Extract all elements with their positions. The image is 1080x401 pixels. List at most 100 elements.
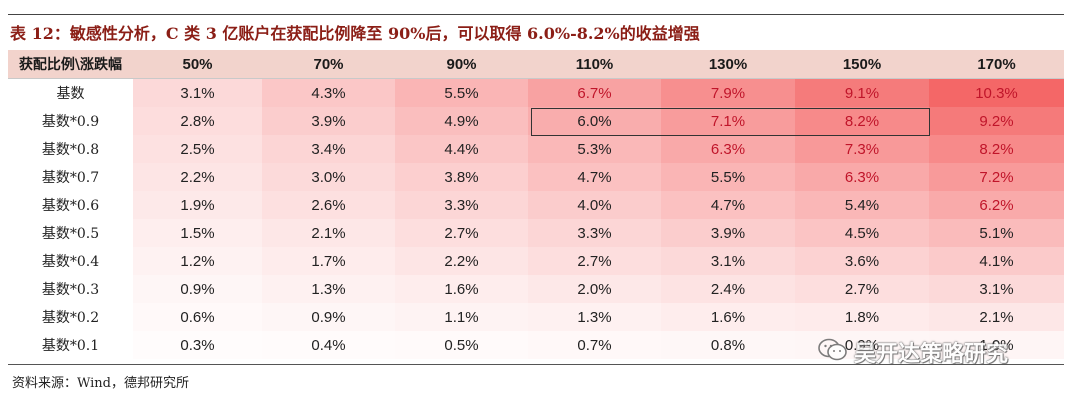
- table-cell: 0.8%: [661, 331, 795, 359]
- table-cell: 3.3%: [395, 191, 528, 219]
- table-cell: 3.1%: [661, 247, 795, 275]
- table-cell: 2.1%: [262, 219, 395, 247]
- table-cell: 1.8%: [795, 303, 929, 331]
- header-row: 获配比例\涨跌幅 50% 70% 90% 110% 130% 150% 170%: [8, 50, 1064, 79]
- table-cell: 3.9%: [661, 219, 795, 247]
- row-label: 基数*0.2: [41, 310, 100, 326]
- table-cell: 4.4%: [395, 135, 528, 163]
- table-cell: 3.4%: [262, 135, 395, 163]
- row-label: 基数: [56, 86, 85, 102]
- table-cell: 0.9%: [262, 303, 395, 331]
- table-cell: 0.3%: [133, 331, 262, 359]
- table-cell: 2.7%: [395, 219, 528, 247]
- table-cell: 2.4%: [661, 275, 795, 303]
- table-cell: 0.4%: [262, 331, 395, 359]
- column-header: 150%: [795, 50, 929, 79]
- row-label: 基数*0.4: [41, 254, 100, 270]
- table-cell: 5.1%: [929, 219, 1064, 247]
- table-cell: 3.6%: [795, 247, 929, 275]
- table-cell: 5.3%: [528, 135, 661, 163]
- table-cell: 4.7%: [528, 163, 661, 191]
- table-row: 基数 3.1% 4.3% 5.5% 6.7% 7.9% 9.1% 10.3%: [8, 78, 1064, 107]
- table-cell: 1.7%: [262, 247, 395, 275]
- table-cell: 2.2%: [133, 163, 262, 191]
- column-header: 90%: [395, 50, 528, 79]
- table-cell: 4.3%: [262, 78, 395, 107]
- bottom-rule: [8, 364, 1064, 365]
- table-cell: 1.9%: [133, 191, 262, 219]
- table-cell: 1.5%: [133, 219, 262, 247]
- table-cell: 4.1%: [929, 247, 1064, 275]
- table-body: 基数 3.1% 4.3% 5.5% 6.7% 7.9% 9.1% 10.3% 基数*0.9 2.8…: [8, 78, 1064, 359]
- table-cell: 3.8%: [395, 163, 528, 191]
- row-label: 基数*0.6: [41, 198, 100, 214]
- table-cell: 3.0%: [262, 163, 395, 191]
- corner-header: 获配比例\涨跌幅: [8, 50, 133, 79]
- table-cell: 4.7%: [661, 191, 795, 219]
- source-note: 资料来源：Wind，德邦研究所: [12, 376, 189, 391]
- row-label: 基数*0.3: [41, 282, 100, 298]
- column-header: 50%: [133, 50, 262, 79]
- table-cell: 5.4%: [795, 191, 929, 219]
- row-label: 基数*0.8: [41, 142, 100, 158]
- table-cell: 7.9%: [661, 78, 795, 107]
- table-cell: 3.9%: [262, 107, 395, 135]
- table-cell: 6.3%: [661, 135, 795, 163]
- table-cell: 2.7%: [528, 247, 661, 275]
- watermark: 吴开达策略研究: [818, 336, 1008, 368]
- table-cell: 3.1%: [133, 78, 262, 107]
- sensitivity-table-wrap: 获配比例\涨跌幅 50% 70% 90% 110% 130% 150% 170% 基数 3.1…: [8, 50, 1064, 359]
- table-cell: 6.2%: [929, 191, 1064, 219]
- table-cell: 4.5%: [795, 219, 929, 247]
- table-cell: 10.3%: [929, 78, 1064, 107]
- table-cell: 1.3%: [528, 303, 661, 331]
- table-cell: 8.2%: [929, 135, 1064, 163]
- table-row: 基数*0.1 0.3% 0.4% 0.5% 0.7% 0.8% 0.9% 1.0%: [8, 331, 1064, 359]
- table-cell: 2.5%: [133, 135, 262, 163]
- table-row: 基数*0.3 0.9% 1.3% 1.6% 2.0% 2.4% 2.7% 3.1%: [8, 275, 1064, 303]
- table-cell: 8.2%: [795, 107, 929, 135]
- row-label: 基数*0.1: [41, 338, 100, 354]
- table-cell: 4.0%: [528, 191, 661, 219]
- table-cell: 2.1%: [929, 303, 1064, 331]
- column-header: 130%: [661, 50, 795, 79]
- wechat-icon: [818, 337, 848, 367]
- table-cell: 3.3%: [528, 219, 661, 247]
- table-cell: 2.6%: [262, 191, 395, 219]
- table-row: 基数*0.5 1.5% 2.1% 2.7% 3.3% 3.9% 4.5% 5.1%: [8, 219, 1064, 247]
- table-cell: 6.3%: [795, 163, 929, 191]
- table-cell: 0.9%: [133, 275, 262, 303]
- table-row: 基数*0.6 1.9% 2.6% 3.3% 4.0% 4.7% 5.4% 6.2%: [8, 191, 1064, 219]
- table-cell: 4.9%: [395, 107, 528, 135]
- table-cell: 7.1%: [661, 107, 795, 135]
- table-caption: 表 12：敏感性分析，C 类 3 亿账户在获配比例降至 90%后，可以取得 6.…: [10, 24, 700, 43]
- table-cell: 1.3%: [262, 275, 395, 303]
- column-header: 70%: [262, 50, 395, 79]
- table-cell: 6.0%: [528, 107, 661, 135]
- row-label: 基数*0.5: [41, 226, 100, 242]
- table-cell: 0.7%: [528, 331, 661, 359]
- table-cell: 6.7%: [528, 78, 661, 107]
- table-row: 基数*0.9 2.8% 3.9% 4.9% 6.0% 7.1% 8.2% 9.2%: [8, 107, 1064, 135]
- table-cell: 2.8%: [133, 107, 262, 135]
- table-row: 基数*0.4 1.2% 1.7% 2.2% 2.7% 3.1% 3.6% 4.1%: [8, 247, 1064, 275]
- table-cell: 0.9%: [795, 331, 929, 359]
- table-cell: 1.6%: [395, 275, 528, 303]
- watermark-text: 吴开达策略研究: [854, 342, 1009, 367]
- sensitivity-table: 获配比例\涨跌幅 50% 70% 90% 110% 130% 150% 170% 基数 3.1…: [8, 50, 1064, 359]
- table-cell: 2.7%: [795, 275, 929, 303]
- table-cell: 2.2%: [395, 247, 528, 275]
- table-cell: 7.2%: [929, 163, 1064, 191]
- table-cell: 7.3%: [795, 135, 929, 163]
- table-cell: 9.2%: [929, 107, 1064, 135]
- table-cell: 1.2%: [133, 247, 262, 275]
- column-header: 170%: [929, 50, 1064, 79]
- top-rule: [8, 14, 1064, 15]
- table-cell: 2.0%: [528, 275, 661, 303]
- table-cell: 5.5%: [661, 163, 795, 191]
- table-cell: 5.5%: [395, 78, 528, 107]
- table-cell: 3.1%: [929, 275, 1064, 303]
- table-cell: 1.1%: [395, 303, 528, 331]
- row-label: 基数*0.7: [41, 170, 100, 186]
- table-row: 基数*0.8 2.5% 3.4% 4.4% 5.3% 6.3% 7.3% 8.2%: [8, 135, 1064, 163]
